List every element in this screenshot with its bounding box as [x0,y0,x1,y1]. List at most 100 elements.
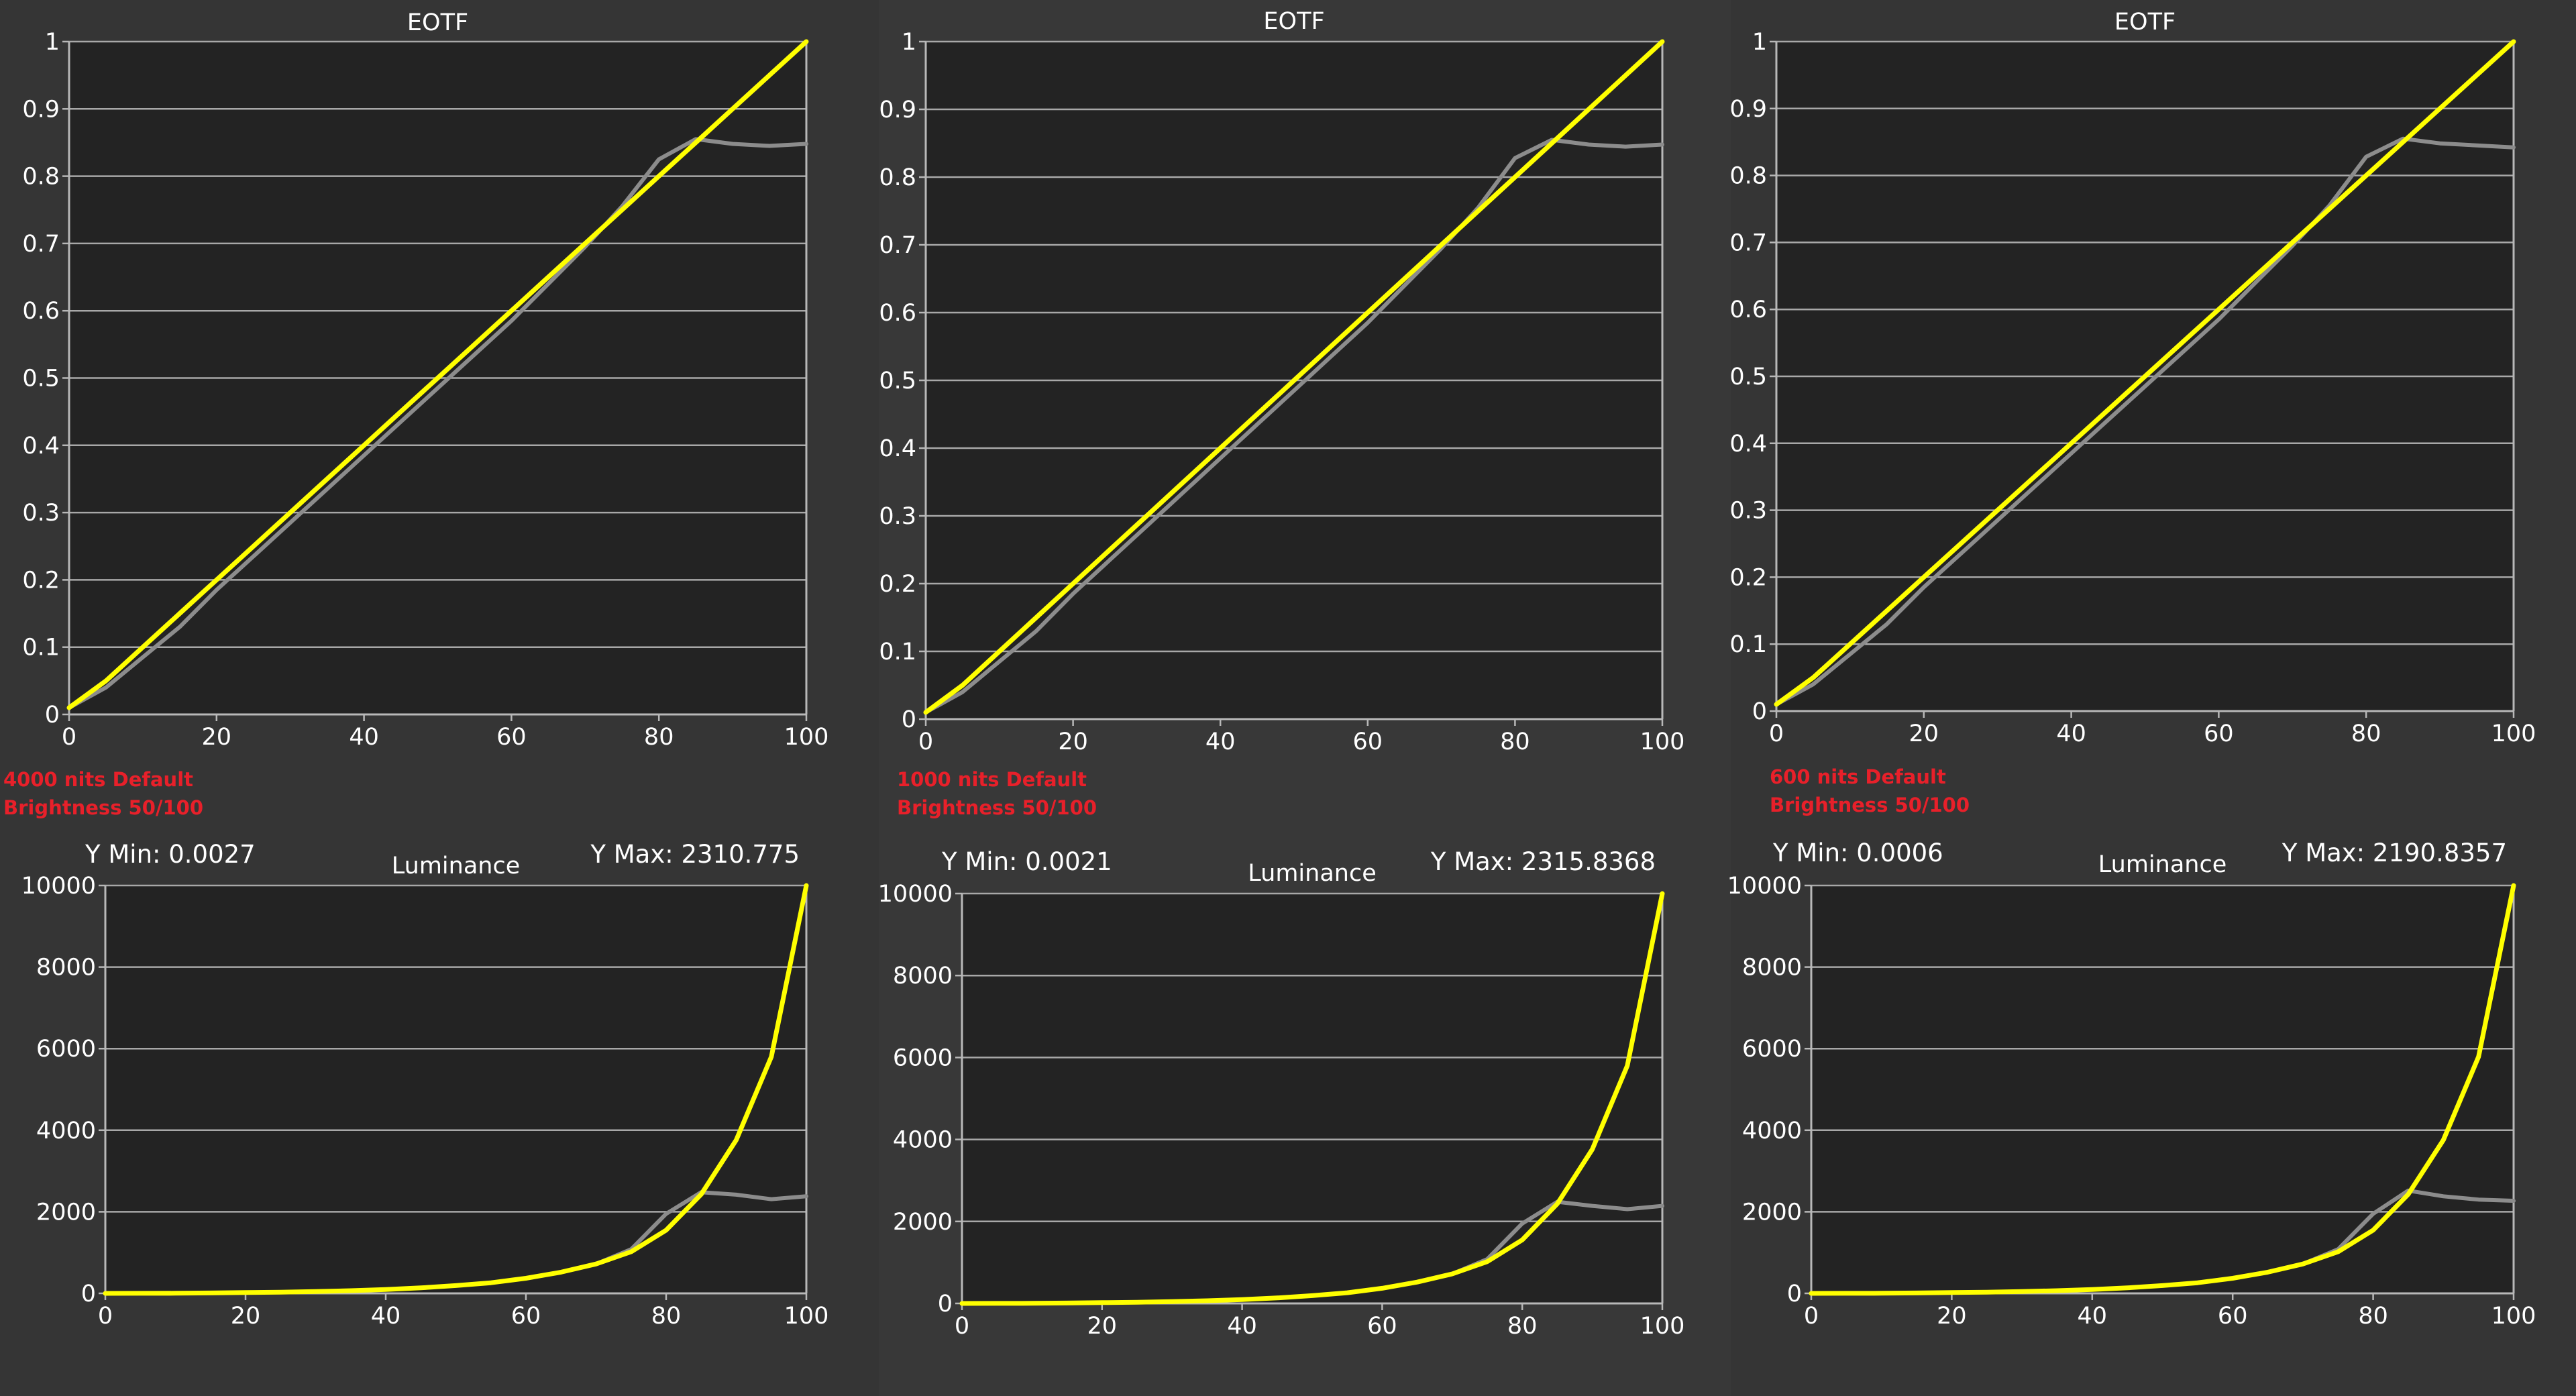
y-tick-label: 0.4 [879,435,916,462]
y-min-label: Y Min: 0.0021 [941,847,1112,876]
y-tick-label: 0.9 [879,97,916,123]
y-tick-label: 10000 [1727,873,1802,900]
y-tick-label: 0.4 [1729,431,1767,458]
y-max-label: Y Max: 2190.8357 [2282,839,2507,867]
x-tick-label: 0 [1769,720,1784,747]
y-tick-label: 0 [938,1291,953,1318]
x-tick-label: 0 [98,1303,113,1330]
y-tick-label: 0 [1787,1281,1802,1307]
y-tick-label: 0.3 [22,500,60,527]
x-tick-label: 80 [2351,720,2381,747]
x-tick-label: 0 [955,1313,969,1340]
y-max-label: Y Max: 2310.775 [590,840,800,869]
plot-area [1811,885,2514,1293]
y-tick-label: 1 [45,29,60,56]
y-tick-label: 0.5 [879,368,916,394]
x-tick-label: 60 [496,724,527,751]
x-tick-label: 0 [1804,1303,1819,1330]
y-tick-label: 0.2 [1729,564,1767,591]
y-tick-label: 0.8 [22,164,60,191]
y-tick-label: 10000 [21,873,96,900]
x-tick-label: 80 [2358,1303,2388,1330]
y-tick-label: 0.8 [1729,163,1767,190]
y-min-label: Y Min: 0.0006 [1772,839,1943,867]
annotation-line2: Brightness 50/100 [897,796,1097,819]
x-tick-label: 60 [511,1303,541,1330]
y-tick-label: 0.9 [22,96,60,123]
y-tick-label: 1 [1752,29,1767,56]
y-tick-label: 0.6 [879,300,916,327]
x-tick-label: 100 [784,1303,829,1330]
x-tick-label: 20 [1058,729,1088,755]
y-tick-label: 2000 [893,1209,953,1236]
y-tick-label: 0.7 [22,231,60,258]
chart-title: EOTF [2114,9,2176,36]
x-tick-label: 100 [784,724,829,751]
chart-5: 0 2000 4000 6000 8000 10000 0 20 40 60 80 100 Lumina… [878,847,1685,1340]
y-tick-label: 0 [1752,698,1767,725]
y-tick-label: 0.1 [22,635,60,661]
y-tick-label: 2000 [36,1199,96,1226]
chart-title: EOTF [1263,8,1324,35]
x-tick-label: 0 [62,724,76,751]
x-tick-label: 100 [2491,1303,2536,1330]
target-curve [1809,883,2516,1296]
measured-curve [924,138,1664,714]
chart-title: Luminance [392,853,520,879]
chart-6: 0 2000 4000 6000 8000 10000 0 20 40 60 80 100 Lumina… [1727,839,2536,1330]
plot-area [105,885,806,1293]
chart-3: 0 0.1 0.2 0.3 0.4 0.5 0.6 0.7 0.8 0.9 1 0 20 40 60 80 10… [1729,9,2536,747]
annotation-line1: 1000 nits Default [897,768,1087,791]
x-tick-label: 20 [202,724,232,751]
y-tick-label: 0.9 [1729,96,1767,123]
chart-title: Luminance [2098,851,2226,878]
y-tick-label: 0 [902,706,916,733]
x-tick-label: 100 [2491,720,2536,747]
y-tick-label: 0.7 [1729,229,1767,256]
y-tick-label: 6000 [36,1036,96,1063]
y-tick-label: 0 [45,702,60,729]
target-curve [66,39,809,710]
x-tick-label: 100 [1640,1313,1685,1340]
x-tick-label: 40 [349,724,379,751]
annotation-line1: 600 nits Default [1770,765,1946,788]
x-tick-label: 80 [1500,729,1530,755]
y-tick-label: 0.6 [22,298,60,325]
x-tick-label: 80 [1507,1313,1538,1340]
annotation-line2: Brightness 50/100 [1770,794,1970,816]
x-tick-label: 40 [2078,1303,2108,1330]
y-tick-label: 0.3 [879,503,916,530]
target-curve [923,39,1665,715]
y-tick-label: 4000 [36,1118,96,1144]
x-tick-label: 40 [1227,1313,1257,1340]
y-tick-label: 2000 [1742,1199,1802,1226]
target-curve [1774,39,2516,707]
y-tick-label: 0.5 [22,366,60,392]
chart-title: Luminance [1248,860,1376,887]
y-tick-label: 0.6 [1729,297,1767,323]
y-tick-label: 0.7 [879,232,916,259]
y-tick-label: 4000 [1742,1118,1802,1144]
y-tick-label: 0.4 [22,433,60,460]
plot-area [962,894,1662,1303]
chart-4: 0 2000 4000 6000 8000 10000 0 20 40 60 80 100 Lumina… [21,840,829,1330]
x-tick-label: 20 [1937,1303,1967,1330]
x-tick-label: 60 [2204,720,2234,747]
x-tick-label: 80 [644,724,674,751]
y-tick-label: 1 [902,29,916,56]
y-tick-label: 0 [81,1281,96,1307]
x-tick-label: 20 [231,1303,261,1330]
x-tick-label: 80 [651,1303,682,1330]
annotation-line2: Brightness 50/100 [3,796,203,819]
x-tick-label: 60 [2218,1303,2248,1330]
chart-2: 0 0.1 0.2 0.3 0.4 0.5 0.6 0.7 0.8 0.9 1 0 20 40 60 80 10… [879,8,1684,755]
x-tick-label: 60 [1353,729,1383,755]
chart-title: EOTF [407,9,468,36]
y-tick-label: 0.3 [1729,498,1767,525]
measured-curve [67,137,808,710]
x-tick-label: 20 [1909,720,1939,747]
y-tick-label: 0.1 [879,639,916,665]
y-tick-label: 10000 [878,881,953,908]
